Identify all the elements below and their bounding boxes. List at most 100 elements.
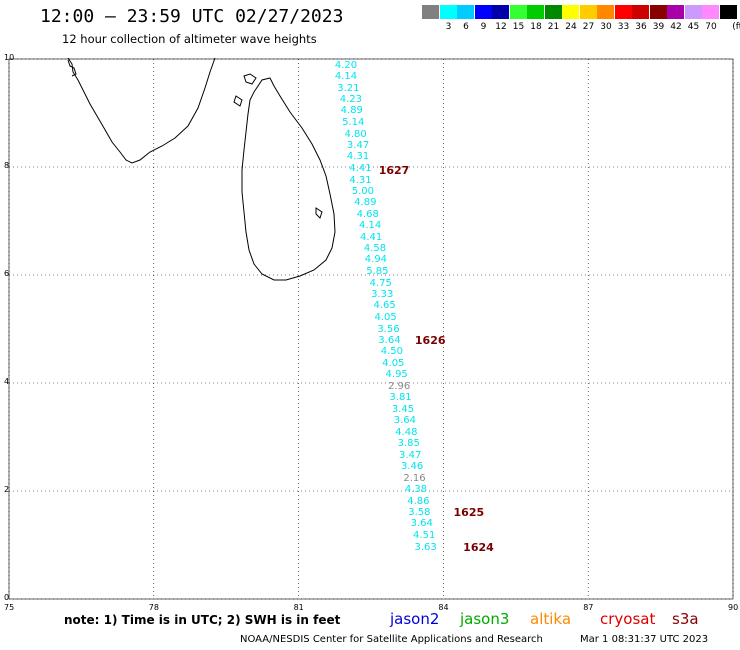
wave-height-reading: 3.64 bbox=[393, 415, 417, 427]
legend-swatch bbox=[684, 5, 702, 19]
legend-swatch bbox=[562, 5, 579, 19]
coastline-india-inlet bbox=[67, 59, 77, 77]
satellite-name: jason3 bbox=[460, 610, 510, 628]
legend-swatch bbox=[457, 5, 474, 19]
wave-height-reading: 4.89 bbox=[354, 197, 377, 209]
latitude-label: 10 bbox=[4, 53, 15, 62]
map-frame bbox=[8, 58, 734, 600]
legend-label: 18 bbox=[530, 22, 542, 32]
wave-height-reading: 4.31 bbox=[349, 174, 372, 186]
coastal-lagoon bbox=[315, 207, 323, 219]
legend-swatch bbox=[544, 5, 562, 19]
longitude-label: 90 bbox=[728, 603, 739, 612]
wave-height-reading: 3.56 bbox=[377, 323, 400, 335]
wave-height-reading: 4.51 bbox=[413, 529, 436, 541]
longitude-label: 75 bbox=[4, 603, 15, 612]
legend-swatch bbox=[614, 5, 632, 19]
wave-height-reading: 4.86 bbox=[407, 495, 430, 507]
credit-line: NOAA/NESDIS Center for Satellite Applica… bbox=[240, 634, 543, 645]
wave-height-reading: 3.64 bbox=[410, 518, 433, 530]
wave-height-reading: 4.14 bbox=[334, 71, 358, 83]
wave-height-reading: 3.47 bbox=[399, 449, 422, 461]
latitude-label: 4 bbox=[4, 377, 10, 386]
legend-label: 36 bbox=[635, 22, 647, 32]
wave-height-reading: 4.65 bbox=[373, 300, 396, 312]
legend-swatch bbox=[667, 5, 684, 19]
legend-label: 9 bbox=[480, 22, 487, 32]
wave-height-reading: 5.14 bbox=[342, 116, 365, 128]
wave-height-reading: 3.21 bbox=[337, 82, 360, 94]
legend-label: 27 bbox=[582, 22, 595, 32]
wave-height-reading: 3.64 bbox=[378, 334, 401, 346]
legend-label: 12 bbox=[495, 22, 507, 32]
wave-height-reading: 4.41 bbox=[349, 162, 372, 174]
satellite-name: cryosat bbox=[600, 610, 656, 628]
legend-label: 30 bbox=[600, 22, 612, 32]
satellite-name: altika bbox=[530, 610, 572, 628]
legend-label: 42 bbox=[670, 22, 682, 32]
longitude-label: 84 bbox=[438, 603, 449, 612]
wave-height-reading: 4.75 bbox=[369, 277, 392, 289]
wave-height-reading: 4.05 bbox=[382, 358, 405, 370]
legend-swatch bbox=[474, 5, 492, 19]
generated-timestamp: Mar 1 08:31:37 UTC 2023 bbox=[580, 634, 709, 645]
legend-swatch bbox=[702, 5, 719, 19]
pass-time-label: 1624 bbox=[463, 540, 494, 554]
legend-unit: (ft) bbox=[732, 22, 740, 32]
pass-time-label: 1626 bbox=[414, 333, 446, 347]
wave-height-reading: 3.47 bbox=[346, 139, 370, 151]
legend-label: 45 bbox=[687, 22, 700, 32]
wave-height-reading: 4.50 bbox=[380, 346, 403, 358]
longitude-label: 78 bbox=[148, 603, 159, 612]
coastline-india bbox=[67, 57, 216, 164]
map-title: 12:00 – 23:59 UTC 02/27/2023 bbox=[40, 6, 344, 27]
latitude-label: 8 bbox=[4, 161, 10, 170]
wave-height-reading: 3.63 bbox=[414, 541, 437, 553]
wave-height-reading: 3.45 bbox=[391, 404, 415, 415]
wave-height-reading: 3.33 bbox=[371, 288, 394, 300]
wave-height-reading: 4.14 bbox=[359, 220, 382, 232]
footer-note: note: 1) Time is in UTC; 2) SWH is in fe… bbox=[64, 613, 341, 627]
legend-label: 70 bbox=[705, 22, 717, 32]
legend-label: 3 bbox=[445, 22, 452, 32]
legend-label: 21 bbox=[547, 22, 560, 32]
graticule bbox=[8, 58, 734, 600]
wave-height-reading: 3.46 bbox=[400, 461, 424, 473]
legend-swatch bbox=[719, 5, 737, 19]
wave-height-reading: 4.23 bbox=[339, 94, 362, 106]
legend-swatch bbox=[422, 5, 439, 19]
wave-height-reading: 4.20 bbox=[334, 60, 358, 72]
satellite-name: jason2 bbox=[390, 610, 440, 628]
legend-swatch bbox=[509, 5, 527, 19]
coastline-india-path bbox=[67, 57, 216, 164]
wave-height-reading: 4.38 bbox=[404, 483, 428, 495]
satellite-name: s3a bbox=[672, 610, 699, 628]
map-subtitle: 12 hour collection of altimeter wave hei… bbox=[62, 32, 317, 46]
wave-height-reading: 5.85 bbox=[366, 266, 389, 278]
coastline-sri-lanka bbox=[233, 73, 336, 281]
wave-height-reading: 2.96 bbox=[387, 380, 411, 392]
legend-label: 39 bbox=[652, 22, 665, 32]
wave-height-reading: 2.16 bbox=[403, 472, 426, 484]
sri-lanka-outline bbox=[241, 77, 336, 281]
legend-swatch bbox=[597, 5, 614, 19]
wave-height-reading: 3.85 bbox=[397, 438, 420, 450]
latitude-label: 0 bbox=[4, 593, 10, 602]
wave-height-reading: 4.05 bbox=[374, 312, 397, 324]
wave-height-reading: 4.48 bbox=[395, 426, 418, 438]
latitude-label: 6 bbox=[4, 269, 10, 278]
legend-label: 33 bbox=[617, 22, 630, 32]
pass-time-label: 1625 bbox=[453, 506, 485, 520]
legend-label: 24 bbox=[565, 22, 577, 32]
wave-height-reading: 4.94 bbox=[364, 254, 388, 266]
legend-label: 15 bbox=[512, 22, 525, 32]
longitude-label: 87 bbox=[583, 603, 594, 612]
legend-swatch bbox=[492, 5, 509, 19]
latitude-label: 2 bbox=[4, 485, 10, 494]
wave-height-reading: 4.58 bbox=[363, 243, 387, 255]
legend-swatch bbox=[439, 5, 457, 19]
wave-height-reading: 4.68 bbox=[356, 208, 379, 220]
pass-time-label: 1627 bbox=[378, 164, 410, 178]
longitude-label: 81 bbox=[293, 603, 304, 612]
